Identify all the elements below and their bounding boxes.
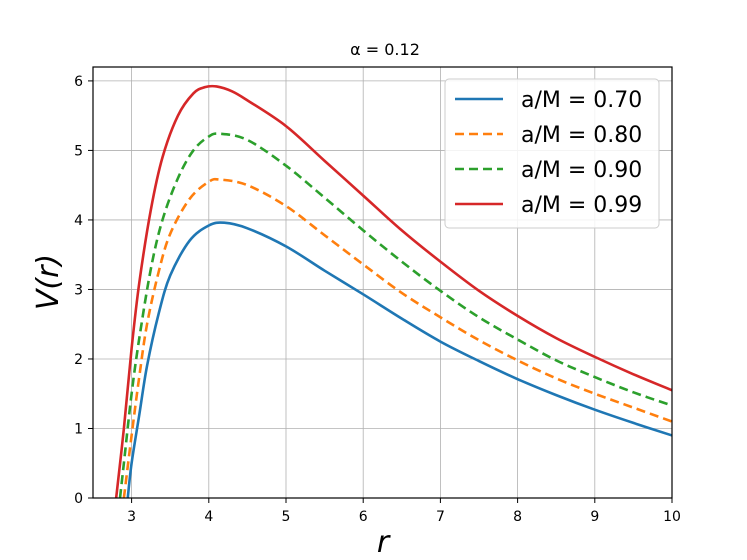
legend-label-2: a/M = 0.90 <box>521 158 642 183</box>
series-line-0 <box>126 221 673 499</box>
x-tick-label: 9 <box>590 509 599 525</box>
series-line-2 <box>118 132 673 499</box>
series-line-3 <box>114 84 673 499</box>
y-tick-label: 1 <box>74 421 83 437</box>
chart-title: α = 0.12 <box>350 40 420 59</box>
plot-frame <box>92 66 673 499</box>
x-tick-label: 10 <box>663 509 681 525</box>
x-tick-label: 7 <box>436 509 445 525</box>
legend: a/M = 0.70 a/M = 0.80 a/M = 0.90 a/M = 0.99 <box>444 78 660 229</box>
y-tick-label: 6 <box>74 74 83 90</box>
y-tick-label: 4 <box>74 213 83 229</box>
legend-label-0: a/M = 0.70 <box>521 88 642 113</box>
y-axis-label: V(r) <box>31 254 66 310</box>
x-tick-label: 4 <box>204 509 213 525</box>
x-tick-label: 8 <box>513 509 522 525</box>
y-tick-label: 5 <box>74 143 83 159</box>
y-tick-label: 2 <box>74 352 83 368</box>
legend-label-1: a/M = 0.80 <box>521 123 642 148</box>
y-tick-label: 0 <box>74 491 83 507</box>
ticks: 3 4 5 6 7 8 9 10 0 1 2 3 4 5 6 <box>74 74 681 525</box>
legend-box <box>444 78 660 229</box>
x-tick-label: 5 <box>282 509 291 525</box>
y-tick-label: 3 <box>74 282 83 298</box>
legend-label-3: a/M = 0.99 <box>521 193 642 218</box>
x-tick-label: 3 <box>127 509 136 525</box>
x-tick-label: 6 <box>359 509 368 525</box>
x-axis-label: r <box>377 525 391 560</box>
series-layer <box>114 84 673 499</box>
